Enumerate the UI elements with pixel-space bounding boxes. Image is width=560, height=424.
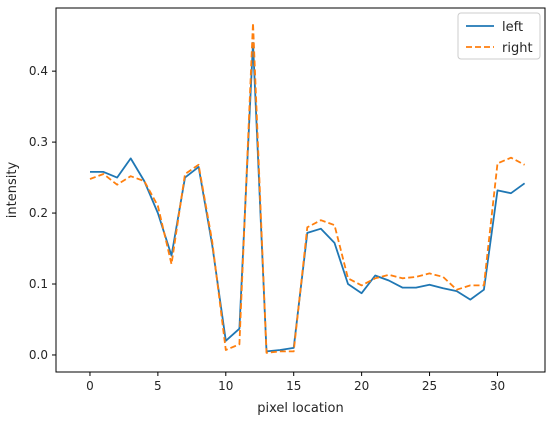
y-tick-label: 0.0 — [29, 348, 48, 362]
x-tick-label: 15 — [286, 379, 301, 393]
x-axis-ticks: 0 5 10 15 20 25 30 — [86, 372, 505, 393]
legend-entry-right: right — [502, 41, 533, 56]
series-line-left — [90, 41, 526, 353]
y-axis-ticks: 0.0 0.1 0.2 0.3 0.4 — [29, 64, 56, 362]
series-line-right — [89, 21, 526, 354]
x-tick-label: 30 — [490, 379, 505, 393]
x-tick-label: 20 — [354, 379, 369, 393]
y-tick-label: 0.4 — [29, 64, 48, 78]
x-axis-label: pixel location — [257, 401, 343, 416]
series-layer — [89, 21, 526, 354]
y-axis-label: intensity — [5, 162, 20, 219]
legend-entry-left: left — [502, 20, 523, 35]
y-tick-label: 0.3 — [29, 135, 48, 149]
y-tick-label: 0.1 — [29, 277, 48, 291]
y-tick-label: 0.2 — [29, 206, 48, 220]
x-tick-label: 25 — [422, 379, 437, 393]
x-tick-label: 0 — [86, 379, 94, 393]
x-tick-label: 5 — [154, 379, 162, 393]
plot-frame — [55, 7, 546, 373]
legend: left right — [457, 12, 541, 60]
x-tick-label: 10 — [218, 379, 233, 393]
